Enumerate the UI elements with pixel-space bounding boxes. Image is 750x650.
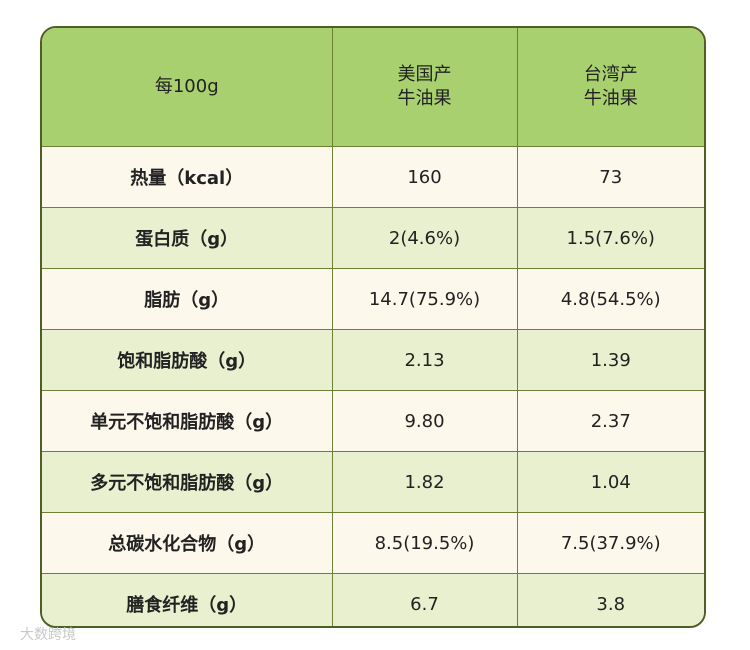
table-cell: 1.82	[331, 451, 518, 513]
header-cell: 美国产 牛油果	[331, 28, 518, 147]
table-row: 蛋白质（g） 2(4.6%) 1.5(7.6%)	[42, 207, 704, 269]
table-cell: 3.8	[516, 573, 704, 626]
table-row: 总碳水化合物（g） 8.5(19.5%) 7.5(37.9%)	[42, 512, 704, 574]
table-cell: 2(4.6%)	[331, 207, 518, 269]
row-label: 饱和脂肪酸（g）	[42, 329, 333, 391]
row-label: 脂肪（g）	[42, 268, 333, 330]
table-row: 多元不饱和脂肪酸（g） 1.82 1.04	[42, 451, 704, 513]
table-cell: 1.04	[516, 451, 704, 513]
table-cell: 8.5(19.5%)	[331, 512, 518, 574]
table-cell: 9.80	[331, 390, 518, 452]
table-cell: 73	[516, 146, 704, 208]
table-cell: 1.39	[516, 329, 704, 391]
table-cell: 1.5(7.6%)	[516, 207, 704, 269]
table-row: 膳食纤维（g） 6.7 3.8	[42, 573, 704, 626]
table-frame: 每100g 美国产 牛油果 台湾产 牛油果 热量（kcal） 160 73 蛋白质（g） 2…	[40, 26, 706, 628]
header-cell: 每100g	[42, 28, 333, 147]
row-label: 蛋白质（g）	[42, 207, 333, 269]
table-row: 饱和脂肪酸（g） 2.13 1.39	[42, 329, 704, 391]
header-cell: 台湾产 牛油果	[516, 28, 704, 147]
table-cell: 2.13	[331, 329, 518, 391]
table-cell: 14.7(75.9%)	[331, 268, 518, 330]
table-body: 热量（kcal） 160 73 蛋白质（g） 2(4.6%) 1.5(7.6%) 脂肪（g）…	[42, 146, 704, 626]
row-label: 总碳水化合物（g）	[42, 512, 333, 574]
header-row: 每100g 美国产 牛油果 台湾产 牛油果	[42, 28, 704, 147]
row-label: 单元不饱和脂肪酸（g）	[42, 390, 333, 452]
table-cell: 160	[331, 146, 518, 208]
table-cell: 2.37	[516, 390, 704, 452]
nutrition-table: 每100g 美国产 牛油果 台湾产 牛油果 热量（kcal） 160 73 蛋白质（g） 2…	[42, 28, 704, 626]
row-label: 热量（kcal）	[42, 146, 333, 208]
watermark: 大数跨境	[20, 627, 76, 643]
row-label: 多元不饱和脂肪酸（g）	[42, 451, 333, 513]
table-row: 脂肪（g） 14.7(75.9%) 4.8(54.5%)	[42, 268, 704, 330]
table-row: 单元不饱和脂肪酸（g） 9.80 2.37	[42, 390, 704, 452]
table-cell: 4.8(54.5%)	[516, 268, 704, 330]
table-cell: 7.5(37.9%)	[516, 512, 704, 574]
table-row: 热量（kcal） 160 73	[42, 146, 704, 208]
row-label: 膳食纤维（g）	[42, 573, 333, 626]
table-cell: 6.7	[331, 573, 518, 626]
